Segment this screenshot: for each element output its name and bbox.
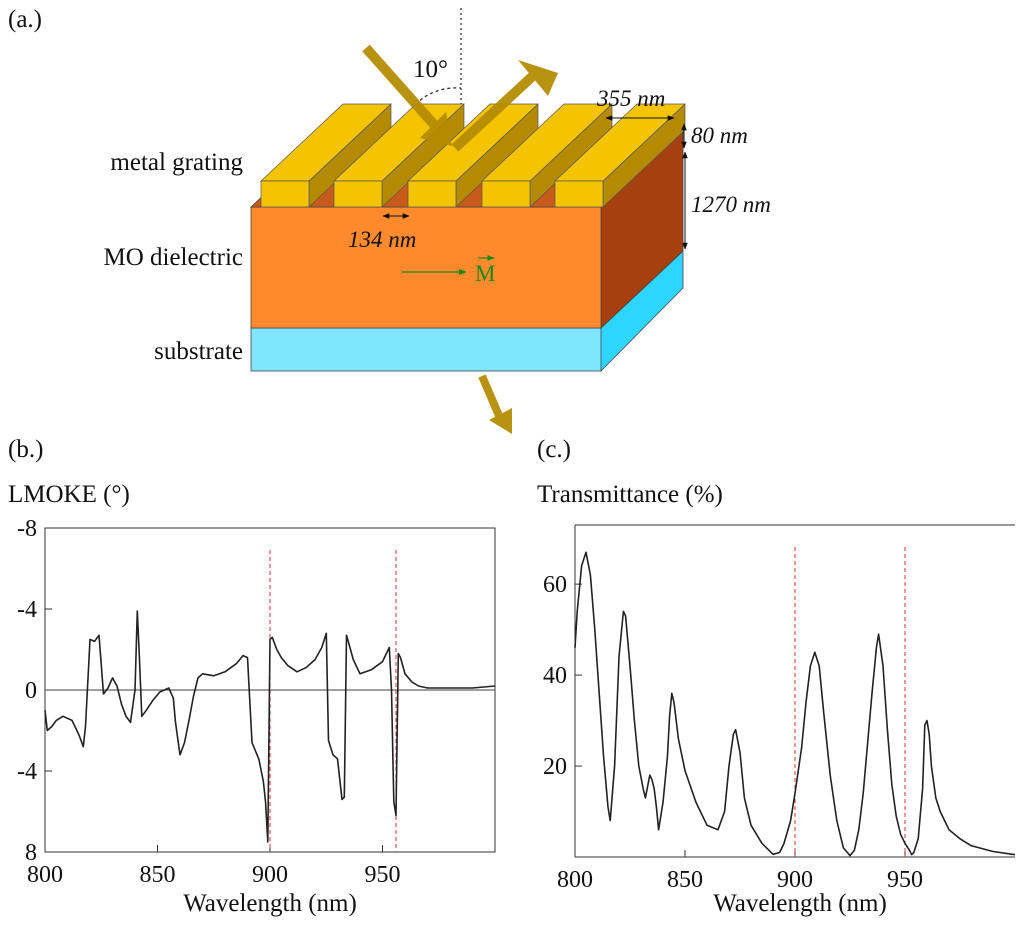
grating-bar-front <box>333 180 383 208</box>
grating-bar-front <box>260 180 310 208</box>
slit-width-label: 134 nm <box>348 227 416 252</box>
grating-layer-label: metal grating <box>110 149 243 176</box>
grating-bar-front <box>481 180 531 208</box>
dielectric-front <box>250 206 602 329</box>
x-tick-label: 850 <box>140 862 176 888</box>
magnetization-label: M <box>475 261 495 286</box>
y-tick-label: 20 <box>543 754 567 780</box>
y-tick-label: -4 <box>17 597 37 623</box>
y-tick-label: 0 <box>25 678 37 704</box>
x-tick-label: 900 <box>252 862 288 888</box>
x-tick-label: 950 <box>365 862 401 888</box>
series-line <box>44 610 496 843</box>
y-tick-label: -4 <box>17 759 37 785</box>
panel-a-label: (a.) <box>8 6 42 33</box>
grating-bar-front <box>554 180 604 208</box>
panel-b-ylabel: LMOKE (°) <box>8 481 130 508</box>
incident-beam <box>362 44 441 132</box>
panel-c-ylabel: Transmittance (%) <box>537 481 723 508</box>
lmoke-chart: 800 850 900 950 -8 -4 0 -4 8 <box>17 516 496 888</box>
panel-b-label: (b.) <box>8 436 43 463</box>
grating-height-label: 80 nm <box>691 123 748 148</box>
beam-arrows <box>362 44 558 434</box>
series-line <box>574 551 1016 857</box>
substrate-layer-label: substrate <box>154 338 243 365</box>
x-tick-label: 800 <box>557 867 593 893</box>
transmitted-arrowhead-icon <box>489 408 512 434</box>
x-tick-label: 950 <box>887 867 923 893</box>
panel-c-label: (c.) <box>537 436 571 463</box>
transmittance-chart: 800 850 900 950 20 40 60 <box>543 524 1016 893</box>
y-tick-label: -8 <box>17 516 37 542</box>
panel-c: (c.) Transmittance (%) 800 850 900 950 20 40 6… <box>537 436 1016 917</box>
x-tick-label: 800 <box>27 862 63 888</box>
reflected-beam <box>451 69 540 152</box>
y-tick-label: 8 <box>25 840 37 866</box>
dielectric-thickness-label: 1270 nm <box>691 192 771 217</box>
incident-arrowhead-icon <box>420 112 452 146</box>
substrate-front <box>250 327 602 372</box>
panel-c-xlabel: Wavelength (nm) <box>713 890 887 917</box>
reflected-arrowhead-icon <box>518 60 558 96</box>
x-tick-label: 850 <box>667 867 703 893</box>
dielectric-layer-label: MO dielectric <box>103 244 243 271</box>
period-label: 355 nm <box>596 86 665 111</box>
x-tick-label: 900 <box>777 867 813 893</box>
grating-bar-front <box>407 180 457 208</box>
transmitted-beam <box>478 374 504 420</box>
angle-arc <box>412 87 462 111</box>
panel-b-xlabel: Wavelength (nm) <box>183 890 357 917</box>
y-tick-label: 40 <box>543 663 567 689</box>
panel-a: (a.) 10° 355 nm 80 nm 1270 nm 134 <box>8 6 771 434</box>
angle-label: 10° <box>413 56 448 83</box>
y-tick-label: 60 <box>543 572 567 598</box>
panel-b: (b.) LMOKE (°) 800 850 900 950 -8 -4 0 -4 8 Wave… <box>8 436 496 917</box>
